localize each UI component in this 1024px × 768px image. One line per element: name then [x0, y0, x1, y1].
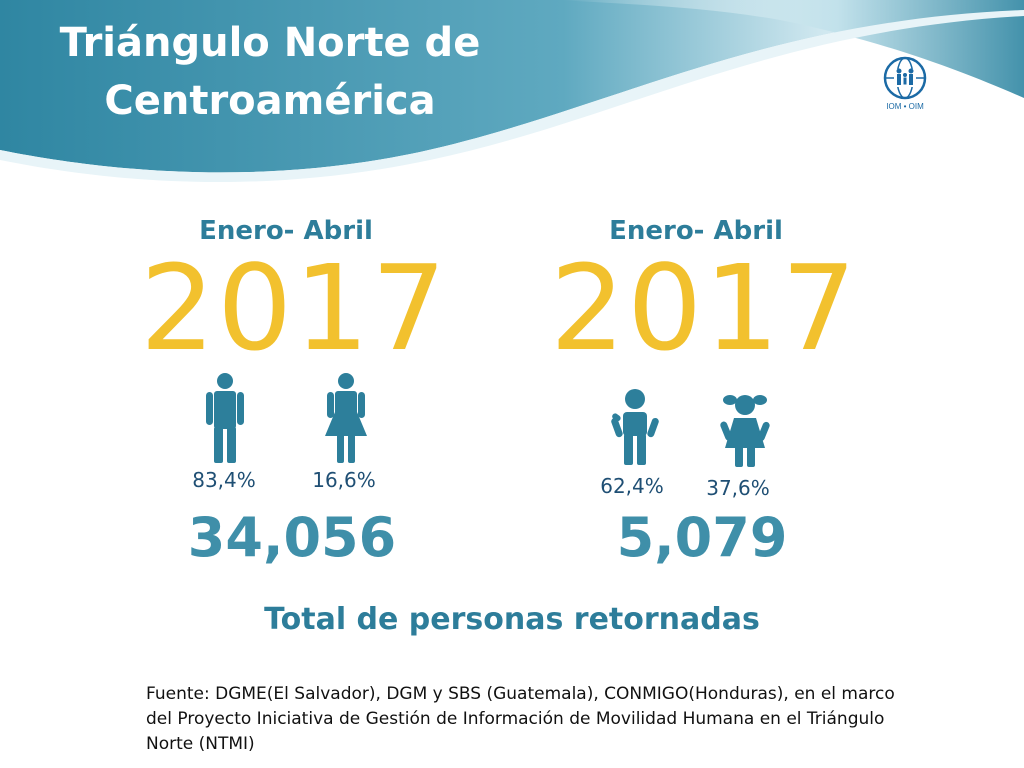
man-icon	[206, 373, 244, 463]
male-percentage: 83,4%	[192, 468, 256, 492]
title-line-2: Centroamérica	[104, 78, 436, 124]
header-band	[0, 0, 1024, 183]
left-total: 34,056	[187, 506, 397, 569]
left-period-label: Enero- Abril	[199, 216, 373, 246]
page-title: Triángulo Norte de Centroamérica	[0, 14, 540, 130]
boy-icon	[611, 389, 659, 465]
girl-icon	[720, 395, 770, 467]
left-year: 2017	[140, 239, 449, 377]
girl-percentage: 37,6%	[706, 476, 770, 500]
boy-percentage: 62,4%	[600, 474, 664, 498]
woman-icon	[325, 373, 367, 463]
iom-logo	[883, 56, 927, 100]
right-year: 2017	[550, 239, 859, 377]
total-caption: Total de personas retornadas	[264, 602, 760, 637]
right-period-label: Enero- Abril	[609, 216, 783, 246]
right-total: 5,079	[616, 506, 788, 569]
title-line-1: Triángulo Norte de	[59, 20, 481, 66]
logo-text: IOM • OIM	[886, 102, 924, 111]
female-percentage: 16,6%	[312, 468, 376, 492]
source-note: Fuente: DGME(El Salvador), DGM y SBS (Gu…	[146, 684, 895, 754]
